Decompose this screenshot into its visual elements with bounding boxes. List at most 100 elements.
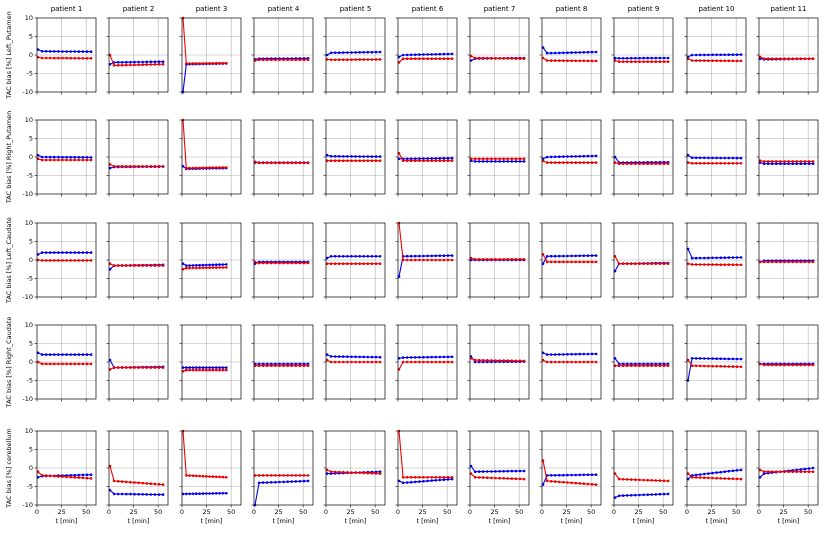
red-series-point <box>658 364 662 368</box>
x-tick-label: 25 <box>418 508 426 516</box>
blue-series-point <box>201 263 205 267</box>
red-series-point <box>570 260 573 264</box>
x-tick-label: 50 <box>154 508 162 516</box>
x-tick-label: 50 <box>732 508 740 516</box>
red-series-point <box>799 363 803 367</box>
x-tick-label: 50 <box>371 508 379 516</box>
blue-series-point <box>414 157 417 160</box>
blue-series-point <box>426 355 429 359</box>
blue-series-point <box>634 56 637 60</box>
x-tick-label: 0 <box>252 508 256 516</box>
red-series-point <box>73 158 76 162</box>
red-series-point <box>549 260 553 264</box>
x-tick-label: 25 <box>779 508 787 516</box>
red-series-point <box>286 474 290 477</box>
blue-series-point <box>149 493 153 496</box>
blue-series-point <box>642 362 645 366</box>
blue-series-point <box>409 157 413 160</box>
red-series-point <box>666 479 670 483</box>
blue-series-point <box>270 481 273 484</box>
blue-series-point <box>594 352 598 356</box>
red-series-point <box>298 261 302 265</box>
red-series-point <box>48 158 52 162</box>
red-series-point <box>549 360 553 364</box>
red-series-point <box>630 364 633 368</box>
blue-series-point <box>617 494 621 498</box>
blue-series-point <box>694 357 698 360</box>
blue-series-point <box>434 355 438 359</box>
red-series-point <box>803 470 807 474</box>
blue-series-point <box>662 362 666 366</box>
red-series-point <box>666 162 670 165</box>
blue-series-point <box>405 481 409 484</box>
blue-series-point <box>707 472 710 475</box>
red-series-point <box>450 360 454 364</box>
blue-series-point <box>469 355 473 358</box>
red-series-point <box>650 162 653 165</box>
panel-5-6: 0 25 50 t [min] <box>395 429 458 525</box>
red-series-point <box>157 165 161 168</box>
red-series-point <box>545 260 549 264</box>
red-series-point <box>690 263 694 266</box>
blue-series-point <box>553 51 557 55</box>
red-series-point <box>418 57 421 60</box>
panel-5-3: 0 25 50 t [min] <box>179 429 242 525</box>
red-series-point <box>803 57 807 60</box>
red-series-point <box>646 478 649 482</box>
blue-series-point <box>401 356 405 359</box>
blue-series-point <box>438 355 442 359</box>
blue-series-point <box>558 155 561 158</box>
red-series-point <box>129 480 132 484</box>
panel-2-6 <box>395 119 458 197</box>
x-tick-label: 50 <box>299 508 307 516</box>
red-series-point <box>634 364 637 368</box>
red-series-point <box>811 260 815 264</box>
blue-series-point <box>378 355 382 359</box>
red-series-point <box>803 160 807 163</box>
red-series-point <box>775 260 778 264</box>
red-series-point <box>690 59 694 62</box>
red-series-point <box>53 259 56 262</box>
red-series-point <box>278 474 281 477</box>
red-series-point <box>723 59 726 63</box>
red-series-point <box>795 363 798 367</box>
blue-series-point <box>120 492 124 496</box>
red-series-point <box>73 362 76 366</box>
panel-1-10 <box>684 17 747 95</box>
red-series-point <box>514 157 518 161</box>
red-series-point <box>112 264 116 267</box>
blue-series-point <box>430 157 434 160</box>
blue-series-point <box>481 160 485 163</box>
red-series-point <box>53 158 56 162</box>
blue-series-point <box>346 254 349 258</box>
blue-series-point <box>715 256 718 260</box>
red-series-point <box>77 56 81 60</box>
red-series-point <box>81 476 85 480</box>
panel-1-11 <box>756 17 819 95</box>
blue-series-point <box>494 470 497 473</box>
red-series-point <box>731 162 735 165</box>
red-series-point <box>422 258 425 262</box>
blue-series-point <box>446 156 450 160</box>
blue-series-point <box>658 56 662 60</box>
red-series-point <box>787 470 790 474</box>
red-series-point <box>715 162 718 165</box>
blue-series-point <box>727 53 731 56</box>
column-title: patient 1 <box>51 5 83 13</box>
red-series-point <box>807 57 811 60</box>
red-series-point <box>450 57 454 60</box>
red-series-point <box>405 258 409 262</box>
blue-series-point <box>205 366 208 369</box>
red-series-point <box>198 266 201 270</box>
blue-series-point <box>185 492 188 496</box>
blue-series-point <box>211 492 215 495</box>
blue-series-point <box>153 493 157 496</box>
blue-series-point <box>438 52 442 56</box>
red-series-point <box>795 470 798 474</box>
blue-series-point <box>48 353 52 356</box>
red-series-point <box>430 57 434 60</box>
red-series-point <box>553 360 557 364</box>
red-series-point <box>811 160 815 163</box>
blue-series-point <box>438 254 442 257</box>
red-series-point <box>337 262 341 266</box>
